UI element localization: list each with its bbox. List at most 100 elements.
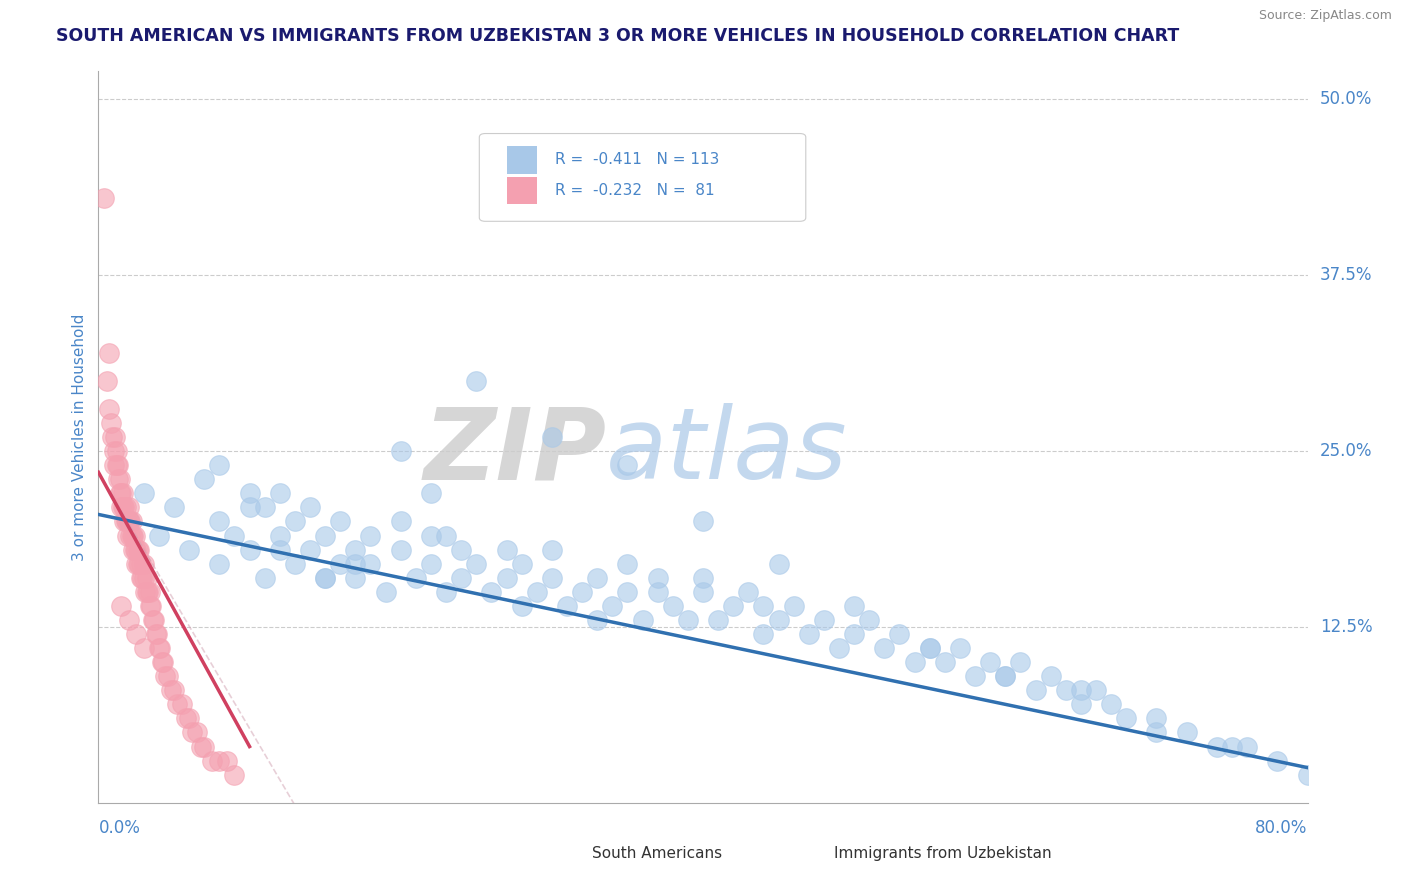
Point xyxy=(93,191,115,205)
Point xyxy=(510,599,533,613)
Point xyxy=(269,486,291,500)
Point xyxy=(111,500,134,515)
Point xyxy=(752,599,775,613)
Point xyxy=(752,627,775,641)
Point xyxy=(269,542,291,557)
Point xyxy=(139,584,162,599)
Point xyxy=(1175,725,1198,739)
Point xyxy=(110,486,132,500)
Point xyxy=(148,641,170,656)
Point xyxy=(132,571,155,585)
Point xyxy=(844,627,866,641)
Point xyxy=(125,627,148,641)
Text: 50.0%: 50.0% xyxy=(1320,90,1372,109)
Point xyxy=(450,542,472,557)
Y-axis label: 3 or more Vehicles in Household: 3 or more Vehicles in Household xyxy=(72,313,87,561)
Point xyxy=(145,627,167,641)
Point xyxy=(142,613,165,627)
Point xyxy=(132,486,155,500)
Point xyxy=(707,613,730,627)
Point xyxy=(1054,683,1077,698)
Point xyxy=(420,528,443,542)
Point xyxy=(1070,698,1092,712)
Point xyxy=(121,528,143,542)
Point xyxy=(450,571,472,585)
Point xyxy=(586,571,609,585)
Point xyxy=(121,515,143,529)
Point xyxy=(299,542,322,557)
Point xyxy=(186,725,208,739)
Text: Immigrants from Uzbekistan: Immigrants from Uzbekistan xyxy=(834,846,1052,861)
Point xyxy=(163,500,186,515)
Point xyxy=(107,458,129,473)
Text: atlas: atlas xyxy=(606,403,848,500)
Point xyxy=(344,557,367,571)
Point xyxy=(110,599,132,613)
Point xyxy=(1144,711,1167,725)
Point xyxy=(107,472,129,486)
Point xyxy=(166,698,188,712)
Point xyxy=(420,486,443,500)
Point xyxy=(108,472,131,486)
Point xyxy=(201,754,224,768)
Point xyxy=(141,599,163,613)
Point xyxy=(360,528,382,542)
Point xyxy=(98,345,121,359)
Point xyxy=(239,500,262,515)
Point xyxy=(135,584,157,599)
Point xyxy=(481,584,503,599)
Point xyxy=(299,500,322,515)
Point xyxy=(112,500,135,515)
Point xyxy=(1296,767,1319,781)
Point xyxy=(329,557,352,571)
Text: R =  -0.232   N =  81: R = -0.232 N = 81 xyxy=(555,183,716,198)
Point xyxy=(125,542,148,557)
Point xyxy=(112,515,135,529)
Point xyxy=(98,401,121,416)
Point xyxy=(179,711,201,725)
Point xyxy=(239,486,262,500)
Point xyxy=(208,515,231,529)
Point xyxy=(1220,739,1243,754)
Point xyxy=(118,515,141,529)
Point xyxy=(602,599,624,613)
Point xyxy=(465,557,488,571)
Point xyxy=(1099,698,1122,712)
Point xyxy=(128,542,150,557)
Point xyxy=(118,515,141,529)
Point xyxy=(120,528,142,542)
Point xyxy=(127,557,149,571)
Point xyxy=(239,542,262,557)
Point xyxy=(526,584,548,599)
Point xyxy=(1267,754,1289,768)
Point xyxy=(143,613,166,627)
Point xyxy=(114,500,136,515)
Point xyxy=(139,599,162,613)
Point xyxy=(174,711,197,725)
Point xyxy=(495,571,517,585)
Point xyxy=(828,641,851,656)
Point xyxy=(434,584,457,599)
Point xyxy=(125,557,148,571)
Point xyxy=(314,571,336,585)
Point xyxy=(934,655,956,669)
Bar xyxy=(787,845,824,863)
Point xyxy=(215,754,238,768)
Point xyxy=(129,557,152,571)
Point xyxy=(434,528,457,542)
Point xyxy=(314,571,336,585)
Point xyxy=(208,557,231,571)
Point xyxy=(692,515,714,529)
Point xyxy=(723,599,745,613)
Text: South Americans: South Americans xyxy=(592,846,721,861)
Point xyxy=(797,627,820,641)
Point xyxy=(360,557,382,571)
Point xyxy=(163,683,186,698)
Point xyxy=(1085,683,1108,698)
Text: 37.5%: 37.5% xyxy=(1320,267,1372,285)
Point xyxy=(122,528,145,542)
Point xyxy=(616,557,638,571)
Point xyxy=(510,557,533,571)
Point xyxy=(904,655,927,669)
Point xyxy=(374,584,396,599)
